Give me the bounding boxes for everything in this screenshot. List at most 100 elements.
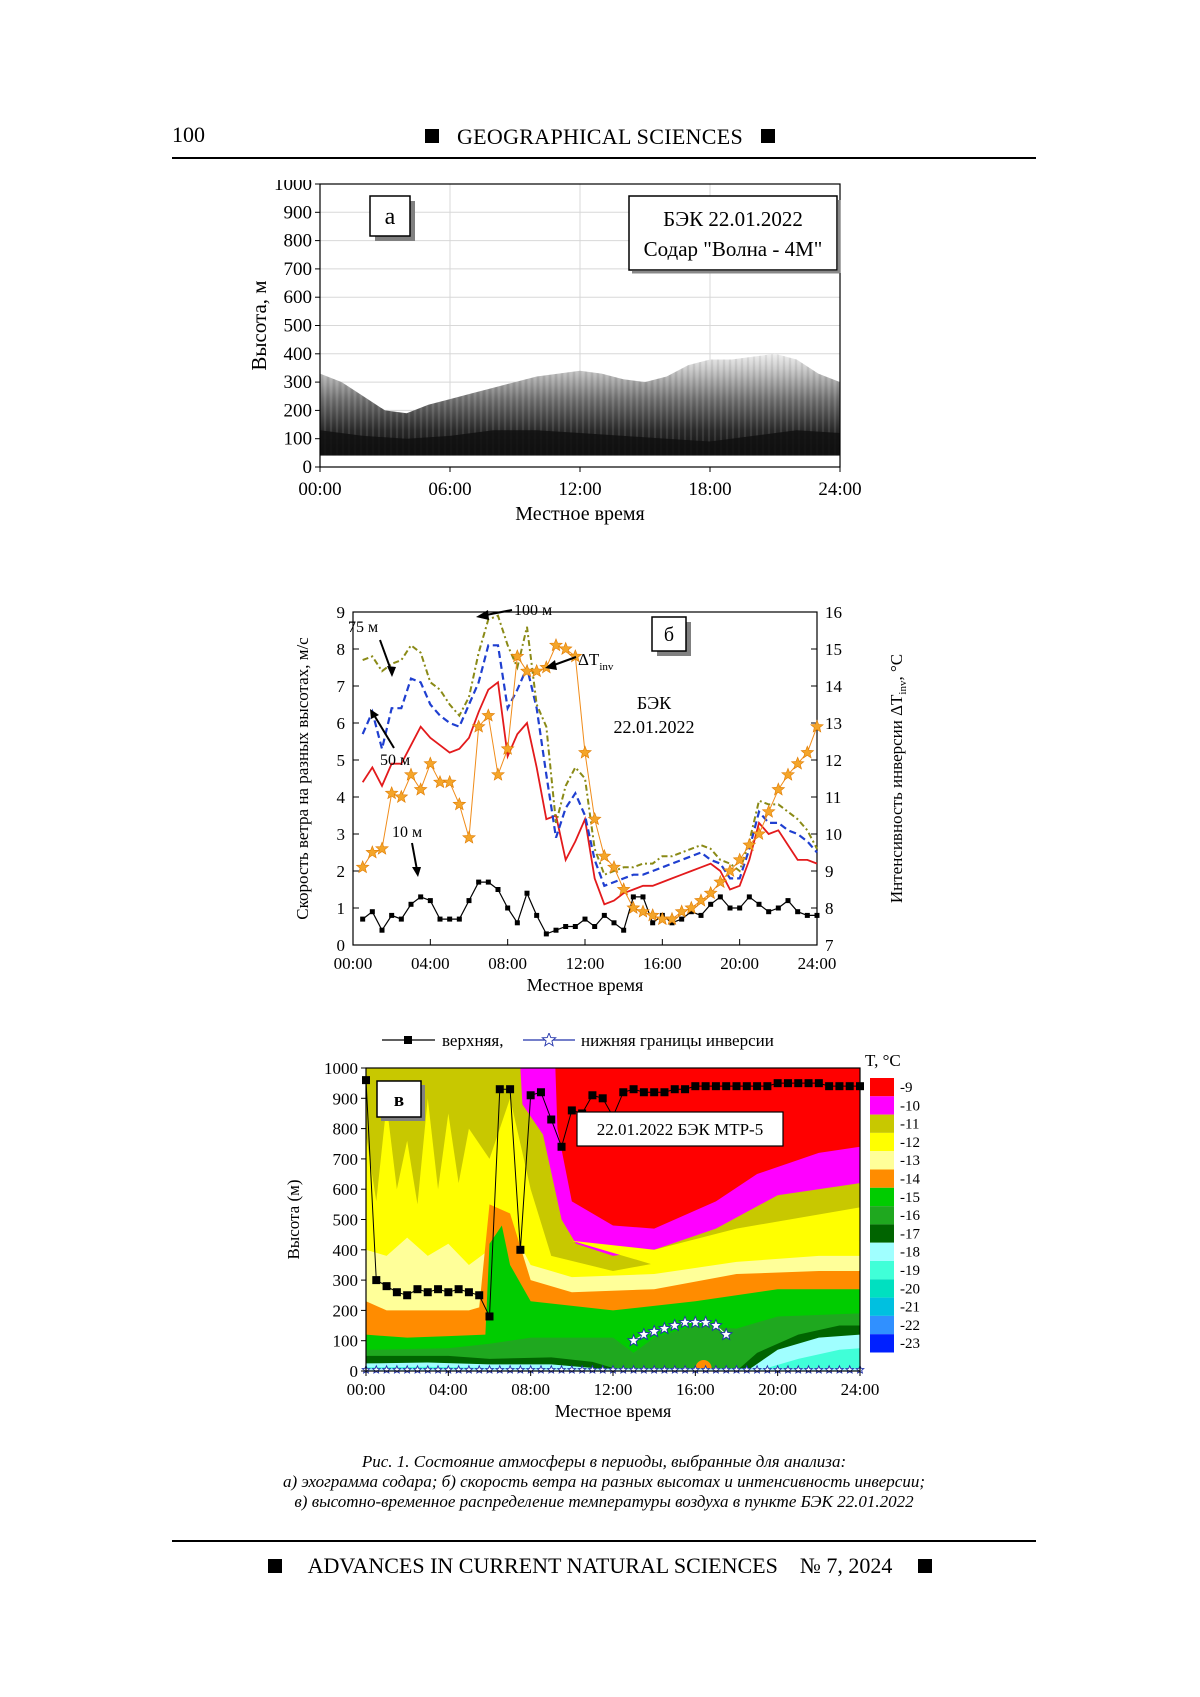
y-tick-label: 800 xyxy=(284,231,313,252)
legend-label-upper: верхняя, xyxy=(442,1033,503,1050)
data-point xyxy=(457,917,462,922)
upper-boundary-point xyxy=(681,1085,689,1093)
upper-boundary-point xyxy=(516,1246,524,1254)
caption-line: в) высотно-временное распределение темпе… xyxy=(172,1492,1036,1512)
colorbar-swatch xyxy=(870,1133,894,1151)
data-point xyxy=(476,880,481,885)
data-point-star xyxy=(434,776,446,788)
data-point xyxy=(708,902,713,907)
data-point xyxy=(428,898,433,903)
temperature-plot: 0100200300400500600700800900100000:0004:… xyxy=(285,1033,920,1421)
section-title: GEOGRAPHICAL SCIENCES xyxy=(457,124,743,149)
colorbar-title: T, °C xyxy=(865,1051,901,1070)
series-line xyxy=(363,645,817,919)
data-point xyxy=(399,917,404,922)
colorbar-swatch xyxy=(870,1261,894,1279)
upper-boundary-point xyxy=(671,1085,679,1093)
caption-line: Рис. 1. Состояние атмосферы в периоды, в… xyxy=(172,1452,1036,1472)
legend-label-lower: нижняя границы инверсии xyxy=(581,1033,774,1050)
colorbar-label: -13 xyxy=(900,1153,920,1169)
upper-boundary-point xyxy=(383,1282,391,1290)
y-tick-label: 300 xyxy=(333,1271,359,1290)
y-tick-label: 100 xyxy=(284,429,313,450)
y-tick-label: 3 xyxy=(337,825,346,844)
data-point-star xyxy=(386,787,398,799)
upper-boundary-point xyxy=(619,1088,627,1096)
data-point xyxy=(728,906,733,911)
upper-boundary-point xyxy=(846,1082,854,1090)
square-bullet-icon xyxy=(761,129,775,143)
issue-number: № 7, 2024 xyxy=(800,1553,893,1578)
y-tick-label: 0 xyxy=(350,1362,359,1381)
data-point xyxy=(389,913,394,918)
upper-boundary-point xyxy=(650,1088,658,1096)
caption-line: а) эхограмма содара; б) скорость ветра н… xyxy=(172,1472,1036,1492)
upper-boundary-point xyxy=(815,1079,823,1087)
upper-boundary-point xyxy=(413,1285,421,1293)
data-point xyxy=(380,928,385,933)
upper-boundary-point xyxy=(558,1143,566,1151)
colorbar-swatch xyxy=(870,1279,894,1297)
data-point xyxy=(447,917,452,922)
data-point xyxy=(370,909,375,914)
data-point xyxy=(631,894,636,899)
data-point-star xyxy=(444,776,456,788)
data-point xyxy=(467,898,472,903)
y-tick-label: 200 xyxy=(284,400,313,421)
upper-boundary-point xyxy=(825,1082,833,1090)
y-right-tick-label: 7 xyxy=(825,936,834,955)
data-point xyxy=(805,913,810,918)
data-point-star xyxy=(763,805,775,817)
upper-boundary-point xyxy=(630,1085,638,1093)
y-right-axis-title-unit: , °C xyxy=(887,654,906,681)
square-bullet-icon xyxy=(268,1559,282,1573)
upper-boundary-point xyxy=(496,1085,504,1093)
y-tick-label: 900 xyxy=(333,1089,359,1108)
y-tick-label: 300 xyxy=(284,372,313,393)
data-point-star xyxy=(453,798,465,810)
y-axis-title: Высота (м) xyxy=(285,1179,303,1259)
colorbar-label: -11 xyxy=(900,1117,919,1133)
colorbar-swatch xyxy=(870,1151,894,1169)
x-axis-title: Местное время xyxy=(515,503,645,525)
upper-boundary-point xyxy=(660,1088,668,1096)
data-point xyxy=(496,887,501,892)
x-tick-label: 20:00 xyxy=(720,954,759,973)
colorbar-label: -15 xyxy=(900,1190,920,1206)
x-tick-label: 08:00 xyxy=(488,954,527,973)
data-point xyxy=(612,920,617,925)
running-footer: ADVANCES IN CURRENT NATURAL SCIENCES№ 7,… xyxy=(0,1553,1200,1579)
y-tick-label: 200 xyxy=(333,1301,359,1320)
annotation-label: 50 м xyxy=(380,752,410,769)
data-point xyxy=(554,928,559,933)
colorbar-swatch xyxy=(870,1078,894,1096)
data-point xyxy=(737,906,742,911)
data-point-star xyxy=(492,768,504,780)
upper-boundary-point xyxy=(743,1082,751,1090)
y-tick-label: 5 xyxy=(337,751,346,770)
annotation-line: Содар "Волна - 4М" xyxy=(644,237,823,261)
upper-boundary-point xyxy=(835,1082,843,1090)
upper-boundary-point xyxy=(434,1285,442,1293)
y-right-axis-title-sub: inv xyxy=(897,680,909,695)
x-tick-label: 16:00 xyxy=(676,1380,715,1399)
y-tick-label: 4 xyxy=(337,788,346,807)
annotation-label: 100 м xyxy=(514,605,552,619)
data-point xyxy=(544,931,549,936)
data-point xyxy=(621,928,626,933)
panel-label: б xyxy=(664,624,674,646)
y-tick-label: 900 xyxy=(284,202,313,223)
annotation-arrow xyxy=(412,843,417,870)
colorbar-label: -20 xyxy=(900,1281,920,1297)
running-header: GEOGRAPHICAL SCIENCES xyxy=(0,124,1200,150)
x-tick-label: 24:00 xyxy=(818,479,861,500)
x-tick-label: 04:00 xyxy=(429,1380,468,1399)
annotation-line: БЭК 22.01.2022 xyxy=(663,207,803,231)
data-point-star xyxy=(734,853,746,865)
colorbar-label: -17 xyxy=(900,1226,920,1242)
colorbar-swatch xyxy=(870,1188,894,1206)
data-point xyxy=(573,924,578,929)
y-right-tick-label: 11 xyxy=(825,788,841,807)
series-line xyxy=(363,682,817,904)
data-point-star xyxy=(415,783,427,795)
